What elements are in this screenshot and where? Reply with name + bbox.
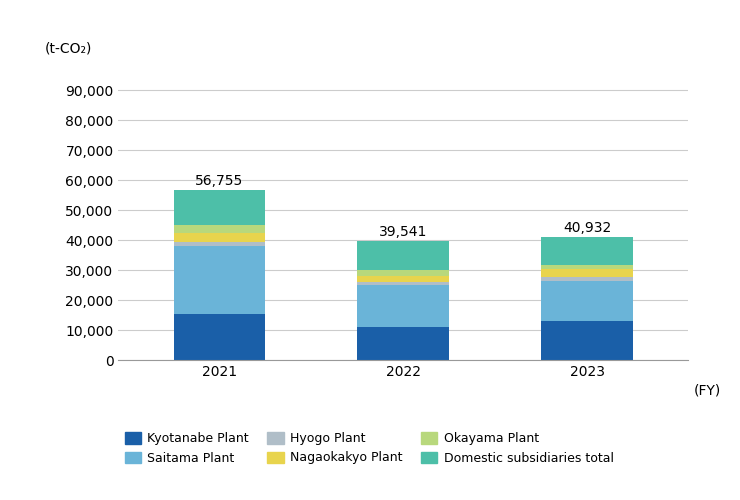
Text: 40,932: 40,932 xyxy=(563,221,611,235)
Bar xyxy=(174,242,266,246)
Legend: Kyotanabe Plant, Saitama Plant, Hyogo Plant, Nagaokakyo Plant, Okayama Plant, Do: Kyotanabe Plant, Saitama Plant, Hyogo Pl… xyxy=(124,432,613,464)
Text: 56,755: 56,755 xyxy=(195,174,243,188)
Bar xyxy=(174,190,266,225)
Bar xyxy=(541,280,633,321)
Bar xyxy=(357,242,449,270)
Bar xyxy=(541,277,633,280)
Bar xyxy=(357,327,449,360)
Bar xyxy=(357,282,449,285)
Bar xyxy=(541,321,633,360)
Bar xyxy=(357,285,449,327)
Bar xyxy=(541,237,633,265)
Bar xyxy=(357,270,449,276)
Bar xyxy=(174,232,266,241)
Text: 39,541: 39,541 xyxy=(379,226,428,239)
Bar xyxy=(357,276,449,282)
Bar xyxy=(174,246,266,314)
Bar xyxy=(174,314,266,360)
Bar xyxy=(541,270,633,277)
Text: (t-CO₂): (t-CO₂) xyxy=(44,42,92,56)
Text: (FY): (FY) xyxy=(694,384,722,398)
Bar xyxy=(174,225,266,232)
Bar xyxy=(541,265,633,270)
